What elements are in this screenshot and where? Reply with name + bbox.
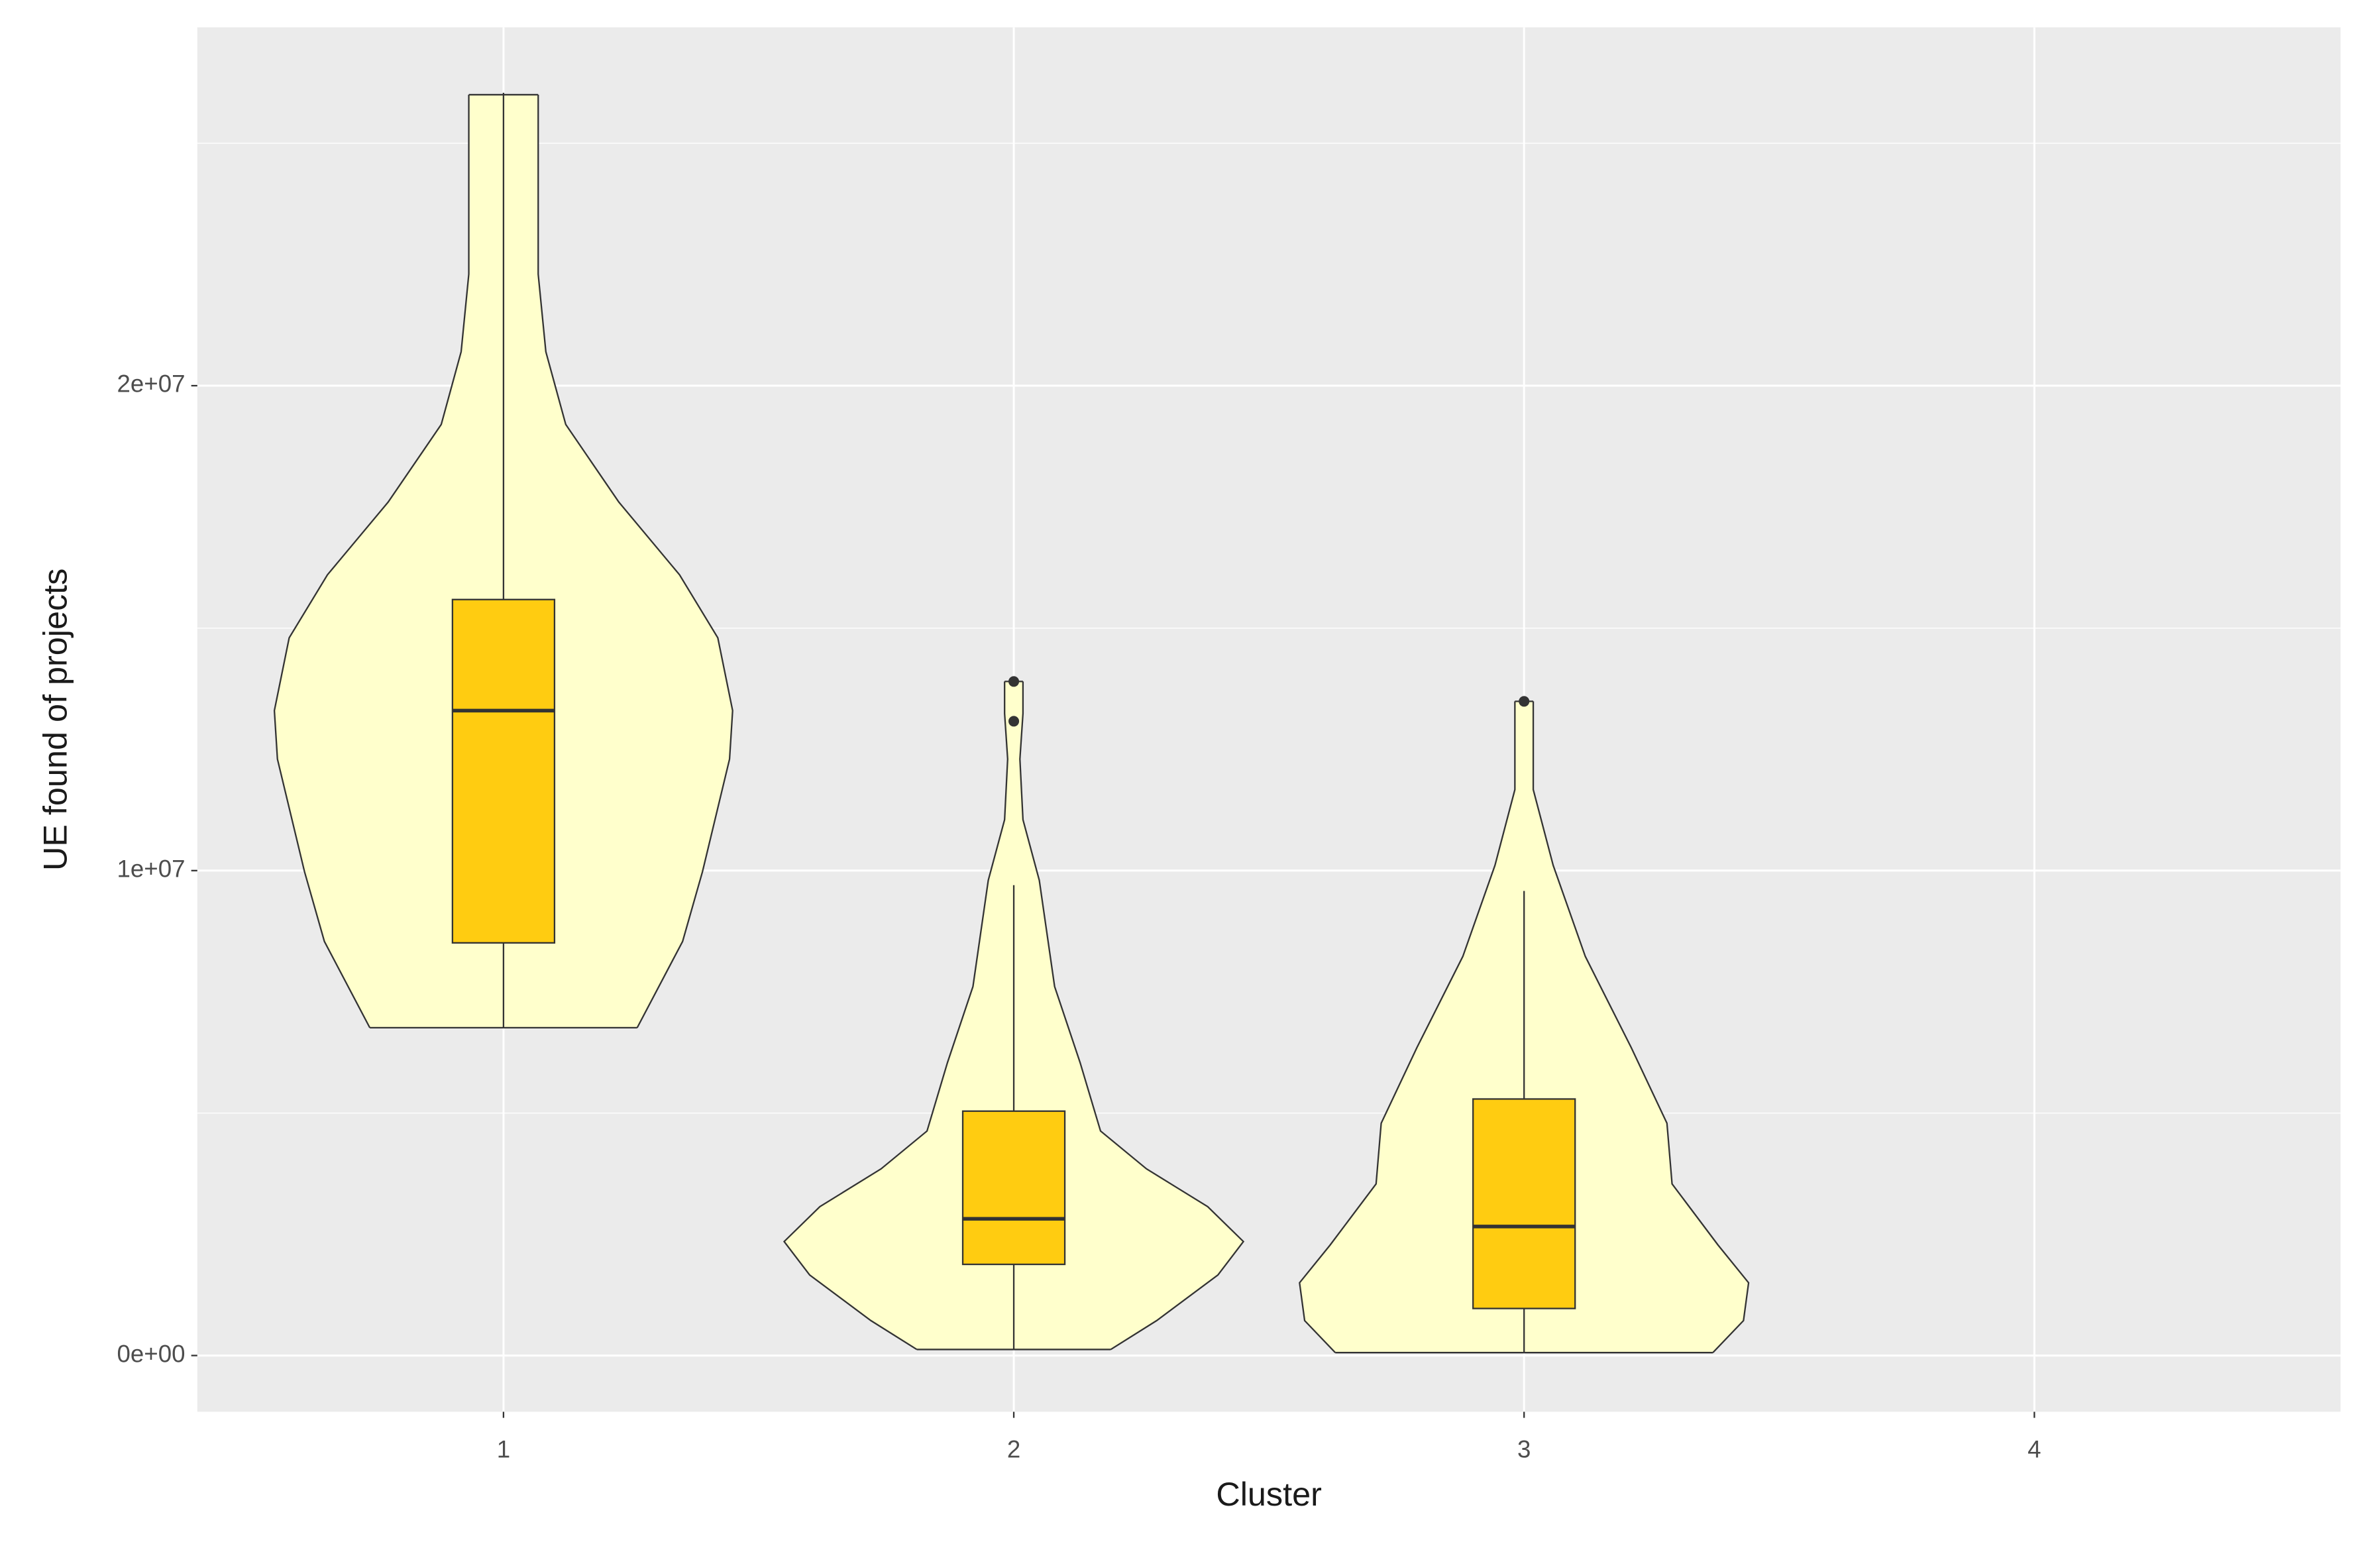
- outlier: [1008, 676, 1020, 687]
- box: [451, 598, 556, 944]
- y-tick-label: 1e+07: [117, 855, 186, 882]
- x-tick-label: 1: [497, 1436, 510, 1463]
- box: [1472, 1098, 1576, 1309]
- x-tick-label: 3: [1517, 1436, 1531, 1463]
- violin-outline-left: [783, 681, 1008, 1351]
- outlier: [1008, 716, 1020, 727]
- violin-outline-left: [273, 94, 470, 1028]
- violin-outline-right: [1532, 701, 1750, 1353]
- violin-outline-right: [1019, 681, 1245, 1351]
- x-axis-title: Cluster: [1216, 1475, 1322, 1513]
- x-tick-label: 4: [2028, 1436, 2041, 1463]
- y-axis-title: UE found of projects: [36, 569, 74, 871]
- y-tick-label: 2e+07: [117, 370, 186, 398]
- outlier: [1519, 696, 1530, 707]
- violin-outline-left: [1299, 701, 1516, 1353]
- box: [961, 1110, 1066, 1266]
- violin-outline-right: [537, 94, 733, 1028]
- y-tick-label: 0e+00: [117, 1340, 186, 1367]
- x-tick-label: 2: [1007, 1436, 1020, 1463]
